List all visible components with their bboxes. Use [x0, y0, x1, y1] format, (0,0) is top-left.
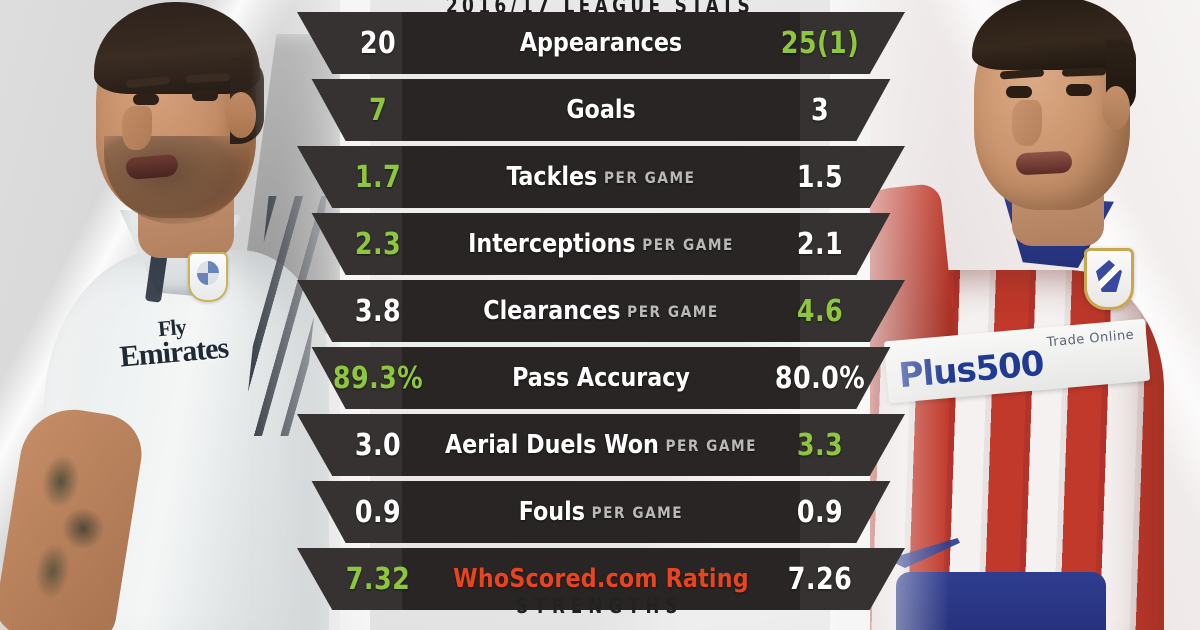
right-player-nose [1012, 100, 1042, 146]
stat-value-left: 3.0 [354, 427, 402, 463]
stat-label-text: Clearances [483, 296, 621, 326]
stat-value-right: 0.9 [796, 494, 844, 530]
stat-row: 7 Goals 3 [0, 79, 1200, 143]
stat-value-right: 3 [810, 92, 830, 128]
right-player-eye [1006, 86, 1032, 98]
stat-row-center-band [402, 12, 800, 74]
stat-label-text: Tackles [506, 162, 598, 192]
stat-label-text: Aerial Duels Won [444, 430, 659, 460]
stat-value-right: 7.26 [787, 561, 853, 597]
stat-label-text: Interceptions [468, 229, 636, 259]
stat-label-text: Appearances [519, 28, 683, 58]
stat-label: Appearances [412, 12, 790, 74]
stat-label-text: Fouls [518, 497, 585, 527]
stats-row-list: 20 Appearances 25(1) 7 Goals 3 1.7 Tackles PER G… [0, 12, 1200, 615]
stat-value-right: 4.6 [796, 293, 844, 329]
stat-row: 89.3% Pass Accuracy 80.0% [0, 347, 1200, 411]
stat-label: Pass Accuracy [412, 347, 790, 409]
stat-label: Tackles PER GAME [412, 146, 790, 208]
stat-value-right: 25(1) [780, 25, 860, 61]
stat-value-right: 1.5 [796, 159, 844, 195]
stat-label: Fouls PER GAME [412, 481, 790, 543]
stat-value-left: 0.9 [354, 494, 402, 530]
stat-value-right: 3.3 [796, 427, 844, 463]
stat-label-unit: PER GAME [603, 167, 696, 187]
stat-row-center-band [402, 146, 800, 208]
stat-label: WhoScored.com Rating [412, 548, 790, 610]
left-player-eye [192, 90, 218, 101]
stat-label-unit: PER GAME [642, 234, 734, 254]
stat-label-text: WhoScored.com Rating [453, 564, 749, 594]
stat-row: 2.3 Interceptions PER GAME 2.1 [0, 213, 1200, 277]
left-player-nose [122, 106, 152, 150]
stat-value-left: 7 [368, 92, 388, 128]
stat-label-unit: PER GAME [665, 435, 758, 455]
stat-label: Aerial Duels Won PER GAME [412, 414, 790, 476]
stat-value-right: 80.0% [774, 360, 866, 396]
stat-row: 3.8 Clearances PER GAME 4.6 [0, 280, 1200, 344]
stat-label: Interceptions PER GAME [412, 213, 790, 275]
stat-label-unit: PER GAME [591, 502, 684, 522]
stat-value-left: 89.3% [332, 360, 424, 396]
stat-row: 7.32 WhoScored.com Rating 7.26 [0, 548, 1200, 612]
stat-value-left: 2.3 [354, 226, 402, 262]
right-player-hair [972, 0, 1136, 114]
stat-label: Goals [412, 79, 790, 141]
stat-row: 1.7 Tackles PER GAME 1.5 [0, 146, 1200, 210]
stat-row-center-band [402, 213, 800, 275]
stat-label-text: Pass Accuracy [512, 363, 690, 393]
stat-row: 20 Appearances 25(1) [0, 12, 1200, 76]
stat-label: Clearances PER GAME [412, 280, 790, 342]
stat-value-right: 2.1 [796, 226, 844, 262]
right-player-eye [1066, 84, 1092, 96]
right-player-ear [1102, 86, 1130, 130]
real-madrid-crest-icon [188, 252, 228, 302]
stat-row-center-band [402, 79, 800, 141]
stat-value-left: 7.32 [345, 561, 411, 597]
stat-row-center-band [402, 548, 800, 610]
stat-value-left: 3.8 [354, 293, 402, 329]
stat-row: 3.0 Aerial Duels Won PER GAME 3.3 [0, 414, 1200, 478]
stat-value-left: 1.7 [354, 159, 402, 195]
stat-row-center-band [402, 347, 800, 409]
stat-row-center-band [402, 481, 800, 543]
atletico-madrid-crest-icon [1084, 248, 1134, 310]
stat-row-center-band [402, 280, 800, 342]
stat-value-left: 20 [359, 25, 397, 61]
left-player-eye [133, 94, 159, 105]
stat-row-center-band [402, 414, 800, 476]
stat-label-text: Goals [566, 95, 636, 125]
stat-row: 0.9 Fouls PER GAME 0.9 [0, 481, 1200, 545]
stat-label-unit: PER GAME [627, 301, 719, 321]
